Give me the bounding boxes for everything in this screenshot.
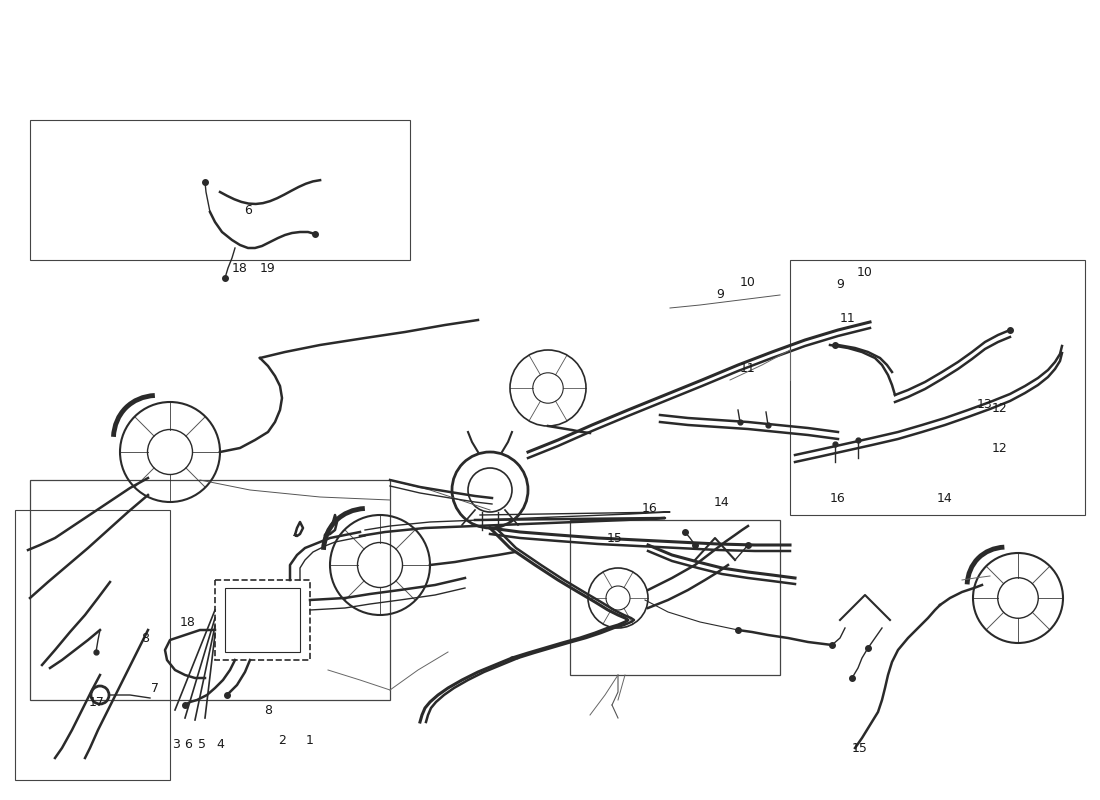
Text: 2: 2 xyxy=(278,734,286,746)
Text: 9: 9 xyxy=(836,278,844,291)
Text: 15: 15 xyxy=(852,742,868,754)
Text: 6: 6 xyxy=(184,738,191,751)
Text: 8: 8 xyxy=(141,631,149,645)
Text: 13: 13 xyxy=(977,398,993,411)
Text: 16: 16 xyxy=(830,491,846,505)
Text: 15: 15 xyxy=(607,531,623,545)
Text: 18: 18 xyxy=(232,262,248,274)
Bar xyxy=(15,510,170,780)
Text: 10: 10 xyxy=(740,275,756,289)
Text: 12: 12 xyxy=(992,402,1008,414)
Text: 1: 1 xyxy=(306,734,313,746)
Text: 10: 10 xyxy=(857,266,873,278)
Text: 14: 14 xyxy=(937,491,953,505)
Text: 7: 7 xyxy=(151,682,160,694)
Bar xyxy=(30,480,390,700)
Text: 18: 18 xyxy=(180,615,196,629)
Bar xyxy=(226,588,300,652)
Text: 4: 4 xyxy=(216,738,224,751)
Text: 12: 12 xyxy=(992,442,1008,454)
Bar xyxy=(570,520,780,675)
Text: 16: 16 xyxy=(642,502,658,514)
Text: 5: 5 xyxy=(198,738,206,751)
Bar xyxy=(790,260,1085,515)
Bar xyxy=(30,120,410,260)
Text: 11: 11 xyxy=(740,362,756,374)
Text: 19: 19 xyxy=(260,262,276,274)
Text: 9: 9 xyxy=(716,289,724,302)
Text: 6: 6 xyxy=(244,203,252,217)
Text: 17: 17 xyxy=(89,695,104,709)
Text: 3: 3 xyxy=(172,738,180,751)
Text: 11: 11 xyxy=(840,311,856,325)
Bar xyxy=(214,580,310,660)
Text: 8: 8 xyxy=(264,703,272,717)
Text: 14: 14 xyxy=(714,495,730,509)
